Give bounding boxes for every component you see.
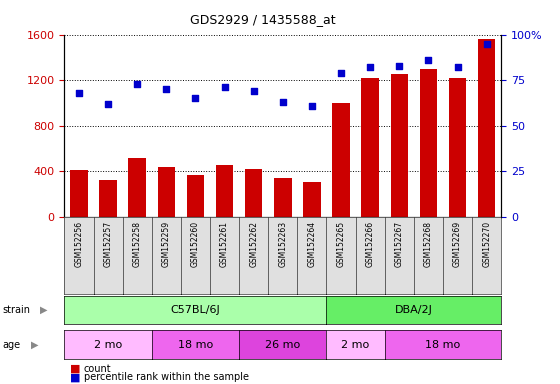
Text: percentile rank within the sample: percentile rank within the sample: [84, 372, 249, 382]
Text: GSM152257: GSM152257: [104, 221, 113, 267]
Text: GSM152259: GSM152259: [162, 221, 171, 267]
Text: GSM152258: GSM152258: [133, 221, 142, 267]
Point: [104, 101, 113, 107]
Bar: [449, 78, 466, 217]
Point: [278, 99, 287, 105]
Bar: [186, 175, 204, 217]
Text: ■: ■: [70, 372, 81, 382]
Text: GSM152266: GSM152266: [366, 221, 375, 267]
Text: GDS2929 / 1435588_at: GDS2929 / 1435588_at: [190, 13, 336, 26]
Point: [482, 41, 491, 47]
Bar: [332, 103, 350, 217]
Text: GSM152269: GSM152269: [453, 221, 462, 267]
Text: C57BL/6J: C57BL/6J: [171, 305, 220, 315]
Bar: [390, 74, 408, 217]
Bar: [245, 169, 263, 217]
Text: 26 mo: 26 mo: [265, 339, 300, 350]
Text: ■: ■: [70, 364, 81, 374]
Bar: [361, 78, 379, 217]
Bar: [478, 39, 496, 217]
Text: GSM152270: GSM152270: [482, 221, 491, 267]
Text: GSM152264: GSM152264: [307, 221, 316, 267]
Text: GSM152262: GSM152262: [249, 221, 258, 267]
Text: 18 mo: 18 mo: [426, 339, 460, 350]
Text: ▶: ▶: [31, 339, 38, 350]
Text: 2 mo: 2 mo: [94, 339, 122, 350]
Bar: [99, 180, 117, 217]
Point: [162, 86, 171, 93]
Text: strain: strain: [3, 305, 31, 315]
Bar: [303, 182, 321, 217]
Point: [249, 88, 258, 94]
Text: 18 mo: 18 mo: [178, 339, 213, 350]
Point: [74, 90, 83, 96]
Text: GSM152265: GSM152265: [337, 221, 346, 267]
Text: GSM152268: GSM152268: [424, 221, 433, 267]
Point: [366, 65, 375, 71]
Text: ▶: ▶: [40, 305, 48, 315]
Point: [395, 63, 404, 69]
Point: [220, 84, 229, 91]
Bar: [216, 164, 234, 217]
Text: GSM152261: GSM152261: [220, 221, 229, 267]
Bar: [274, 178, 292, 217]
Bar: [157, 167, 175, 217]
Point: [307, 103, 316, 109]
Text: DBA/2J: DBA/2J: [395, 305, 433, 315]
Text: GSM152260: GSM152260: [191, 221, 200, 267]
Text: 2 mo: 2 mo: [342, 339, 370, 350]
Point: [191, 95, 200, 101]
Point: [453, 65, 462, 71]
Text: GSM152263: GSM152263: [278, 221, 287, 267]
Text: count: count: [84, 364, 111, 374]
Point: [133, 81, 142, 87]
Bar: [70, 170, 88, 217]
Point: [337, 70, 346, 76]
Text: GSM152256: GSM152256: [74, 221, 83, 267]
Text: GSM152267: GSM152267: [395, 221, 404, 267]
Text: age: age: [3, 339, 21, 350]
Point: [424, 57, 433, 63]
Bar: [419, 69, 437, 217]
Bar: [128, 158, 146, 217]
